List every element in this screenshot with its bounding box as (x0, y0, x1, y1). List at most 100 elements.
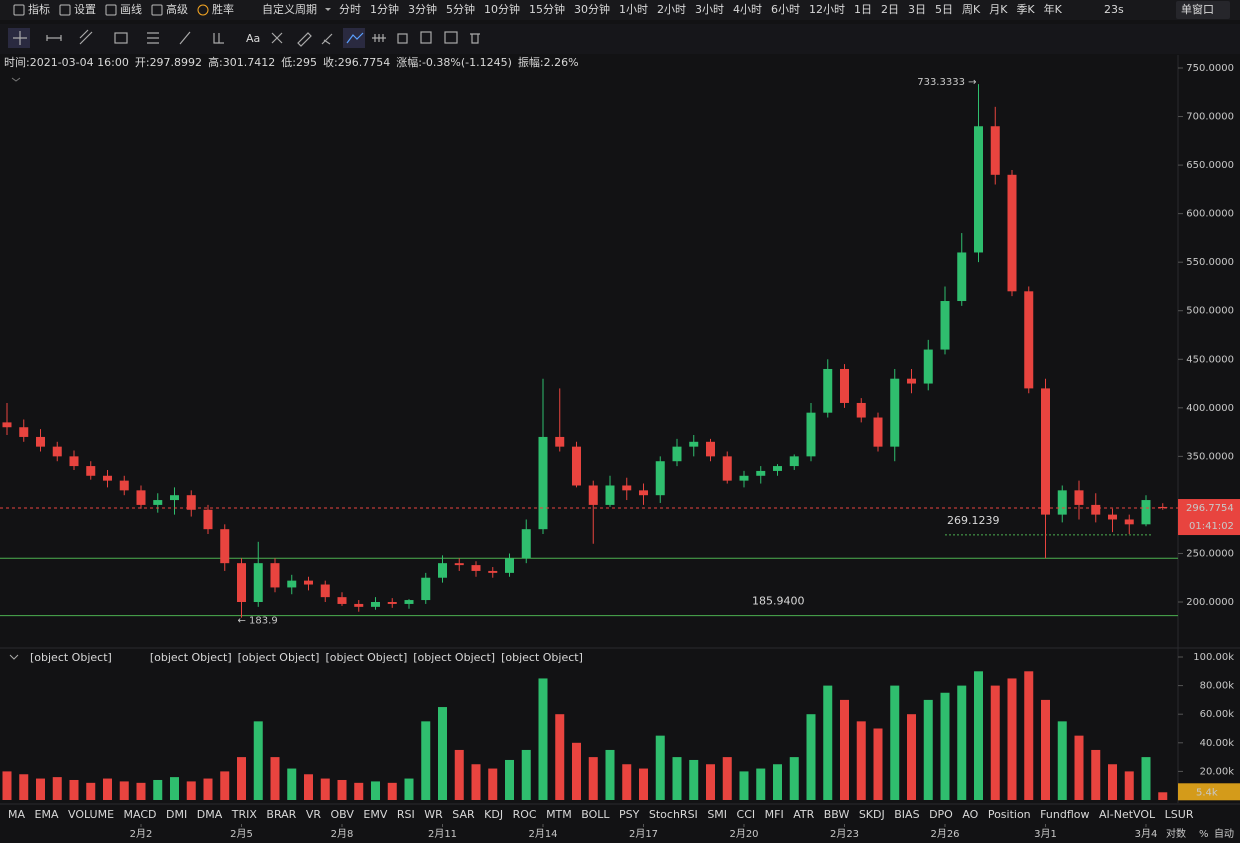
volume-bar (873, 728, 883, 800)
eraser-tool[interactable] (297, 32, 312, 47)
period-item[interactable]: 10分钟 (484, 2, 520, 16)
toolbar-item[interactable]: 画线 (120, 2, 142, 16)
period-item[interactable]: 1日 (854, 3, 872, 16)
period-item[interactable]: 1小时 (619, 3, 648, 16)
indicator-tab[interactable]: MA (8, 808, 25, 821)
period-item[interactable]: 3分钟 (408, 2, 437, 16)
candle-body (890, 378, 900, 447)
indicator-tab[interactable]: VR (306, 808, 322, 821)
indicator-tab[interactable]: Fundflow (1040, 808, 1089, 821)
indicator-tab[interactable]: DPO (929, 808, 953, 821)
draw-mode[interactable] (343, 28, 365, 48)
volume-tag (1178, 783, 1240, 801)
indicator-tab[interactable]: Position (988, 808, 1031, 821)
indicator-tab[interactable]: AO (962, 808, 978, 821)
candle-body (773, 466, 782, 471)
lock-tool[interactable] (397, 33, 408, 44)
indicator-tab[interactable]: MTM (546, 808, 572, 821)
hline-tool[interactable] (46, 35, 62, 41)
indicator-tab[interactable]: SKDJ (859, 808, 885, 821)
indicator-tab[interactable]: AI-NetVOL (1099, 808, 1156, 821)
volume-bar (1041, 699, 1050, 800)
x-tick-label: 2月11 (428, 828, 457, 840)
period-item[interactable]: 15分钟 (529, 2, 565, 16)
candle-body (253, 563, 263, 602)
candle-body (990, 126, 1000, 175)
indicator-tab[interactable]: SMI (707, 808, 727, 821)
trend-tool[interactable] (79, 29, 93, 45)
period-item[interactable]: 月K (989, 3, 1008, 16)
indicator-tab[interactable]: VOLUME (68, 808, 114, 821)
indicator-tab[interactable]: EMA (35, 808, 59, 821)
y-tick-label: 350.0000 (1186, 451, 1234, 462)
indicator-tab[interactable]: DMA (197, 808, 223, 821)
candle-body (856, 402, 866, 418)
axis-option[interactable]: 对数 (1166, 827, 1186, 840)
measure-tool[interactable] (213, 33, 224, 44)
magnet-tool[interactable] (372, 34, 386, 42)
axis-option[interactable]: 自动 (1214, 827, 1234, 840)
fib-tool[interactable] (147, 32, 159, 44)
period-item[interactable]: 4小时 (733, 3, 762, 16)
period-item[interactable]: 30分钟 (574, 2, 610, 16)
period-item[interactable]: 季K (1016, 3, 1035, 16)
rect-tool[interactable] (114, 32, 128, 44)
axis-option[interactable]: % (1199, 829, 1209, 840)
indicator-tab[interactable]: RSI (397, 808, 415, 821)
toolbar-item[interactable]: 设置 (74, 3, 96, 16)
candle-body (371, 602, 380, 607)
volume-bar (404, 778, 414, 800)
indicator-tab[interactable]: TRIX (231, 808, 258, 821)
indicator-tab[interactable]: BRAR (266, 808, 296, 821)
candle-body (320, 584, 330, 598)
ruler-tool[interactable] (321, 33, 333, 45)
indicator-tab[interactable]: BOLL (581, 808, 610, 821)
period-item[interactable]: 3日 (908, 3, 926, 16)
period-item[interactable]: 5日 (935, 3, 953, 16)
indicator-tab[interactable]: BIAS (894, 808, 919, 821)
period-item[interactable]: 5分钟 (446, 2, 475, 16)
period-item[interactable]: 年K (1044, 2, 1063, 16)
indicator-tab[interactable]: PSY (619, 808, 640, 821)
period-item[interactable]: 2日 (881, 3, 899, 16)
toolbar-item[interactable]: 高级 (166, 2, 188, 16)
period-item[interactable]: 2小时 (657, 3, 686, 16)
candle-body (672, 446, 682, 462)
indicator-tab[interactable]: SAR (452, 808, 475, 821)
period-item[interactable]: 3小时 (695, 3, 724, 16)
indicator-tab[interactable]: StochRSI (649, 808, 698, 821)
wave-tool[interactable] (179, 31, 191, 45)
indicator-tab[interactable]: LSUR (1165, 808, 1194, 821)
toolbar-item[interactable]: 指标 (28, 2, 50, 16)
volume-bar (1074, 735, 1084, 800)
text-tool[interactable]: Aa (246, 32, 260, 45)
indicator-tab[interactable]: BBW (824, 808, 850, 821)
indicator-tab[interactable]: ATR (793, 808, 814, 821)
draw-mode-icon (346, 32, 364, 44)
period-item[interactable]: 周K (962, 3, 981, 16)
indicator-tab[interactable]: CCI (737, 808, 756, 821)
toolbar-item[interactable]: 胜率 (212, 2, 234, 16)
pattern-tool[interactable] (271, 32, 283, 44)
indicator-tab[interactable]: EMV (363, 808, 387, 821)
candle-body (572, 446, 581, 486)
screenshot-tool[interactable] (444, 31, 458, 44)
indicator-tab[interactable]: MFI (765, 808, 784, 821)
indicator-tab[interactable]: KDJ (484, 808, 503, 821)
collapse-icon[interactable] (11, 77, 21, 82)
period-item[interactable]: 1分钟 (370, 2, 399, 16)
indicator-tab[interactable]: MACD (124, 808, 157, 821)
indicator-tab[interactable]: WR (424, 808, 443, 821)
delete-tool[interactable] (470, 33, 480, 44)
volume-collapse[interactable] (9, 654, 19, 660)
indicator-tab[interactable]: OBV (331, 808, 355, 821)
period-item[interactable]: 12小时 (809, 3, 845, 16)
window-select[interactable] (1176, 1, 1230, 19)
indicator-tab[interactable]: ROC (513, 808, 537, 821)
period-item[interactable]: 分时 (339, 3, 361, 16)
period-menu[interactable]: 自定义周期 (262, 2, 317, 16)
candle-body (789, 456, 799, 467)
indicator-tab[interactable]: DMI (166, 808, 187, 821)
period-item[interactable]: 6小时 (771, 3, 800, 16)
hide-tool[interactable] (420, 31, 432, 44)
